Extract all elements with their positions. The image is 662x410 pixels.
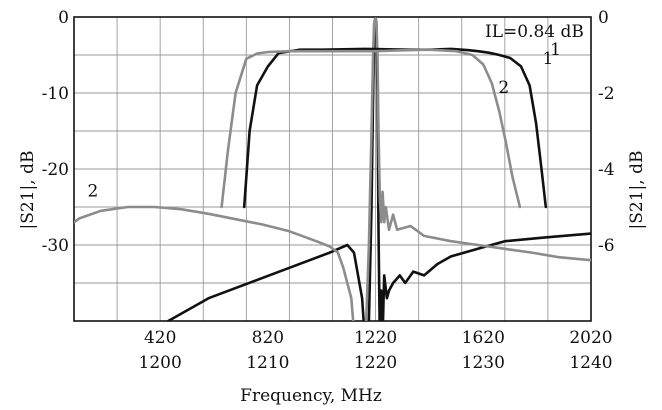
y-tick-label-left: -10 (42, 84, 69, 104)
wideband-curve-2 (74, 17, 591, 321)
y-tick-label-left: 0 (58, 8, 69, 28)
x-tick-label-bottom: 420 (144, 328, 176, 348)
wideband-curve-1 (165, 17, 591, 321)
y-axis-title-right: |S21|, dB (627, 151, 647, 230)
passband-curve-2 (220, 48, 522, 209)
x-tick-label-bottom: 820 (252, 328, 284, 348)
y-tick-label-right: 0 (598, 8, 609, 28)
x-tick-label-top: 1210 (246, 353, 289, 373)
curve-label-2: 2 (87, 181, 98, 201)
y-tick-label-right: -4 (598, 160, 615, 180)
x-tick-label-bottom: 2020 (569, 328, 612, 348)
y-tick-label-right: -2 (598, 84, 615, 104)
data-series (74, 17, 591, 321)
curve-labels: 1 2 1 2 (87, 40, 560, 201)
grid-lines (74, 17, 591, 321)
y-tick-label-right: -6 (598, 236, 615, 256)
x-tick-label-top: 1220 (354, 353, 397, 373)
plot-frame (73, 16, 592, 322)
x-tick-label-top: 1200 (139, 353, 182, 373)
curve-label-1: 1 (550, 40, 561, 60)
y-axis-title-left: |S21|, dB (18, 151, 38, 230)
x-tick-label-top: 1240 (569, 353, 612, 373)
x-tick-label-bottom: 1220 (354, 328, 397, 348)
curve-label-2: 2 (498, 78, 509, 98)
curve-label-1: 1 (543, 49, 554, 69)
x-tick-label-bottom: 1620 (462, 328, 505, 348)
y-tick-label-left: -30 (42, 236, 69, 256)
insertion-loss-annotation: IL=0.84 dB (485, 22, 584, 42)
x-axis-title: Frequency, MHz (240, 386, 382, 406)
x-tick-label-top: 1230 (462, 353, 505, 373)
y-tick-label-left: -20 (42, 160, 69, 180)
